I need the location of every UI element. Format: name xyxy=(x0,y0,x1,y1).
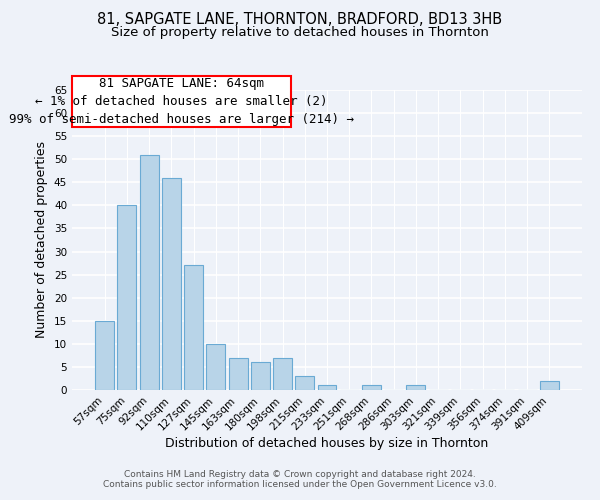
Text: Contains public sector information licensed under the Open Government Licence v3: Contains public sector information licen… xyxy=(103,480,497,489)
X-axis label: Distribution of detached houses by size in Thornton: Distribution of detached houses by size … xyxy=(166,438,488,450)
Bar xyxy=(162,178,181,390)
Bar xyxy=(229,358,248,390)
Text: Size of property relative to detached houses in Thornton: Size of property relative to detached ho… xyxy=(111,26,489,39)
Text: 81, SAPGATE LANE, THORNTON, BRADFORD, BD13 3HB: 81, SAPGATE LANE, THORNTON, BRADFORD, BD… xyxy=(97,12,503,28)
Bar xyxy=(273,358,292,390)
Bar xyxy=(362,386,381,390)
Bar xyxy=(251,362,270,390)
Text: Contains HM Land Registry data © Crown copyright and database right 2024.: Contains HM Land Registry data © Crown c… xyxy=(124,470,476,479)
FancyBboxPatch shape xyxy=(72,76,290,127)
Bar xyxy=(317,386,337,390)
Bar xyxy=(295,376,314,390)
Bar xyxy=(118,206,136,390)
Bar xyxy=(184,266,203,390)
Y-axis label: Number of detached properties: Number of detached properties xyxy=(35,142,49,338)
Bar xyxy=(406,386,425,390)
Bar xyxy=(95,321,114,390)
Bar xyxy=(540,381,559,390)
Bar xyxy=(206,344,225,390)
Text: 81 SAPGATE LANE: 64sqm
← 1% of detached houses are smaller (2)
99% of semi-detac: 81 SAPGATE LANE: 64sqm ← 1% of detached … xyxy=(9,77,354,126)
Bar xyxy=(140,154,158,390)
